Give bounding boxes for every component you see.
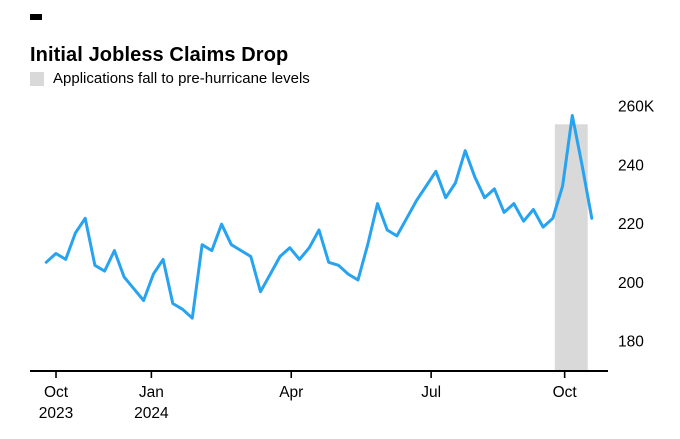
chart-title: Initial Jobless Claims Drop [30,44,289,67]
y-tick-label: 260K [618,99,655,116]
y-tick-label: 220 [618,216,644,233]
legend-swatch-icon [30,71,44,86]
legend-label: Applications fall to pre-hurricane level… [53,70,310,87]
x-tick-sublabel: 2023 [39,405,73,422]
chart-legend: Applications fall to pre-hurricane level… [30,70,310,87]
brand-mark [30,14,42,20]
y-tick-label: 240 [618,157,644,174]
x-tick-label: Oct [553,384,578,401]
x-tick-label: Jul [421,384,441,401]
y-tick-label: 180 [618,334,644,351]
x-tick-label: Jan [139,384,164,401]
y-tick-label: 200 [618,275,644,292]
x-tick-sublabel: 2024 [134,405,169,422]
x-tick-label: Oct [44,384,69,401]
claims-line-series [44,114,594,320]
x-tick-label: Apr [279,384,303,401]
